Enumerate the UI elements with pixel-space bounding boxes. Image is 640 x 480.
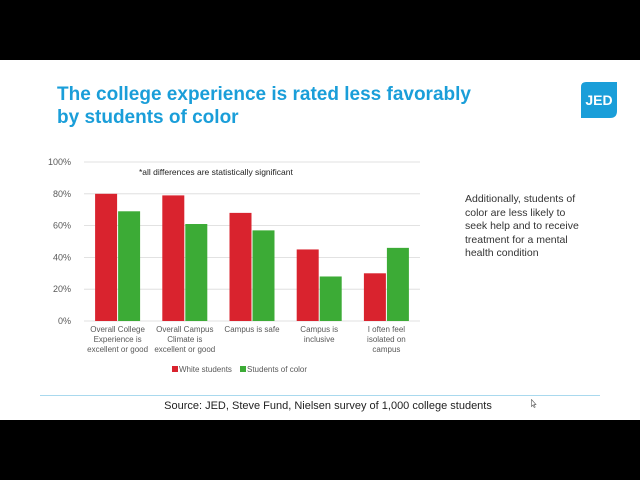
- bar-students-of-color: [319, 276, 342, 321]
- x-category-label: Climate is: [167, 335, 202, 344]
- slide-title: The college experience is rated less fav…: [57, 83, 517, 129]
- x-category-label: excellent or good: [87, 345, 148, 354]
- x-category-label: inclusive: [304, 335, 335, 344]
- bar-students-of-color: [252, 230, 275, 321]
- side-note-line: Additionally, students of: [465, 193, 576, 205]
- slide-title-line: by students of color: [57, 107, 239, 128]
- jed-logo-text: JED: [585, 92, 612, 108]
- y-tick-label: 60%: [53, 221, 71, 231]
- slide-title-line: The college experience is rated less fav…: [57, 84, 471, 105]
- presentation-slide: The college experience is rated less fav…: [0, 60, 640, 420]
- bar-white-students: [363, 273, 386, 321]
- bar-students-of-color: [118, 211, 141, 321]
- x-category-label: I often feel: [368, 325, 406, 334]
- side-note: Additionally, students of color are less…: [465, 193, 600, 261]
- side-note-line: health condition: [465, 247, 539, 259]
- bar-chart: 0% 20% 40% 60% 80% 100% *all differences are s…: [48, 157, 420, 374]
- bar-students-of-color: [185, 224, 208, 321]
- side-note-line: color are less likely to: [465, 206, 566, 219]
- bar-students-of-color: [386, 247, 409, 321]
- y-tick-label: 80%: [53, 189, 71, 199]
- source-citation: Source: JED, Steve Fund, Nielsen survey …: [164, 400, 492, 412]
- legend-label: Students of color: [247, 365, 307, 374]
- y-tick-label: 40%: [53, 252, 71, 262]
- x-category-label: isolated on: [367, 335, 406, 344]
- side-note-line: seek help and to receive: [465, 220, 579, 232]
- bar-white-students: [162, 195, 185, 321]
- legend-label: White students: [179, 365, 232, 374]
- x-category-label: Overall College: [90, 325, 145, 334]
- mouse-cursor-icon: [531, 399, 537, 408]
- x-category-label: Experience is: [94, 335, 142, 344]
- side-note-line: treatment for a mental: [465, 233, 568, 246]
- x-category-label: excellent or good: [154, 345, 215, 354]
- bar-white-students: [95, 193, 118, 321]
- legend-swatch-color: [240, 366, 246, 372]
- x-category-label: campus: [372, 345, 400, 354]
- bar-white-students: [296, 249, 319, 321]
- x-category-label: Overall Campus: [156, 325, 213, 334]
- y-tick-label: 100%: [48, 157, 71, 167]
- bar-white-students: [229, 212, 252, 321]
- y-tick-label: 0%: [58, 316, 71, 326]
- y-tick-label: 20%: [53, 284, 71, 294]
- jed-logo: JED: [581, 82, 617, 118]
- x-category-label: Campus is: [300, 325, 338, 334]
- legend-swatch-white: [172, 366, 178, 372]
- x-category-label: Campus is safe: [224, 325, 280, 334]
- footer-divider: [40, 395, 600, 396]
- chart-annotation: *all differences are statistically signi…: [139, 167, 293, 177]
